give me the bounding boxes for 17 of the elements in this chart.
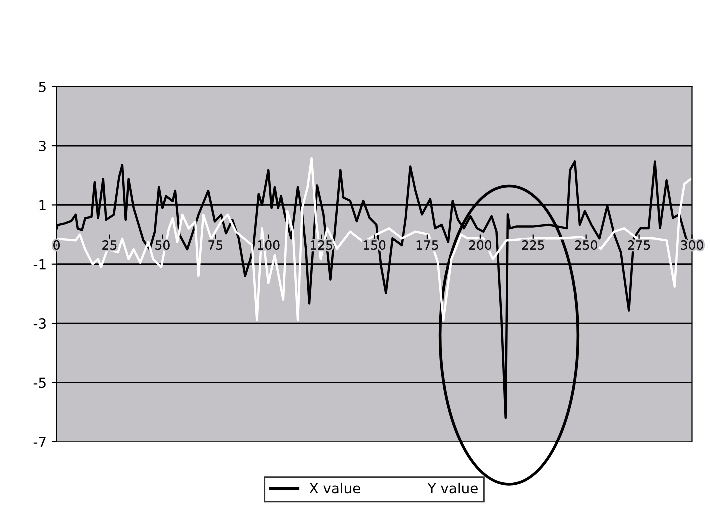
y-tick-label: -5 xyxy=(34,378,46,388)
x-tick-label: 225 xyxy=(522,240,544,250)
x-tick-label: 25 xyxy=(102,240,117,250)
y-tick-label: -7 xyxy=(34,437,46,448)
text: Y value xyxy=(428,482,478,494)
x-tick-label: 100 xyxy=(258,240,280,250)
x-tick-label: 50 xyxy=(156,240,170,250)
y-tick-label: 1 xyxy=(40,200,46,210)
x-tick-label: 250 xyxy=(575,240,598,250)
legend-label: X value xyxy=(310,482,360,494)
x-tick-label: 200 xyxy=(469,240,492,250)
y-tick-label: -3 xyxy=(34,318,46,330)
y-tick-label: -1 xyxy=(34,260,46,270)
y-tick-label: 3 xyxy=(39,141,46,152)
y-tick-label: 5 xyxy=(39,82,46,92)
x-tick-label: 75 xyxy=(208,240,223,250)
x-tick-label: 175 xyxy=(416,240,438,250)
